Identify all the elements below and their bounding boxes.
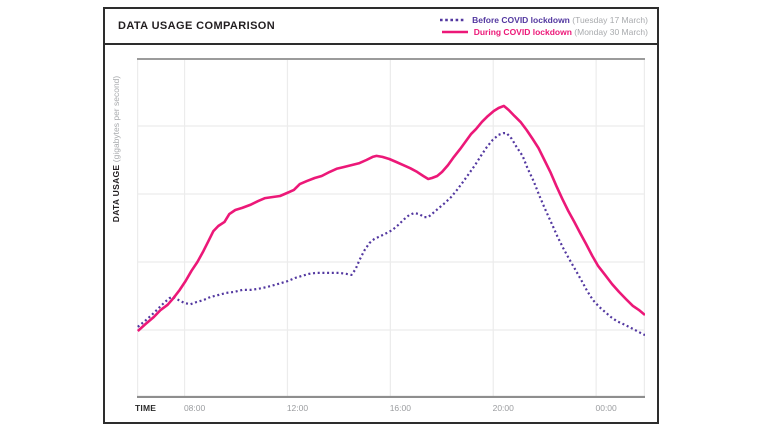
legend-date: (Monday 30 March): [574, 27, 648, 37]
y-axis-label: DATA USAGE (gigabytes per second): [111, 75, 121, 223]
legend-label: During COVID lockdown (Monday 30 March): [473, 27, 648, 37]
chart-region: DATA USAGE (gigabytes per second) TIME 0…: [105, 45, 657, 422]
x-tick-label: 20:00: [492, 403, 514, 413]
plot-svg: [137, 58, 645, 398]
time-axis-label: TIME: [135, 403, 157, 413]
x-tick-label: 12:00: [286, 403, 309, 413]
y-axis-label-unit: (gigabytes per second): [111, 75, 121, 163]
x-tick-label: 00:00: [595, 403, 617, 413]
x-axis: TIME 08:00 12:00 16:00 20:00 00:00: [105, 402, 657, 416]
chart-card: DATA USAGE COMPARISON Before COVID lockd…: [103, 7, 659, 424]
x-tick-label: 08:00: [183, 403, 206, 413]
legend-label: Before COVID lockdown (Tuesday 17 March): [472, 15, 648, 25]
x-tick-label: 16:00: [389, 403, 411, 413]
card-header: DATA USAGE COMPARISON Before COVID lockd…: [105, 9, 657, 45]
solid-line-swatch-icon: [441, 30, 468, 34]
legend-date: (Tuesday 17 March): [572, 15, 648, 25]
legend-item-during: During COVID lockdown (Monday 30 March): [441, 27, 648, 37]
legend: Before COVID lockdown (Tuesday 17 March)…: [440, 15, 657, 37]
plot-area: [137, 58, 645, 398]
legend-item-before: Before COVID lockdown (Tuesday 17 March): [440, 15, 648, 25]
dotted-line-swatch-icon: [440, 18, 467, 22]
page-title: DATA USAGE COMPARISON: [118, 20, 276, 32]
